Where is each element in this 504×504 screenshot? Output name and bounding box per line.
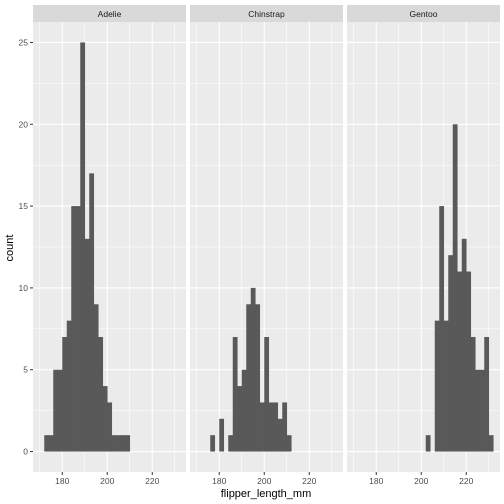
x-tick-label: 220 [459, 476, 473, 486]
histogram-bar [102, 386, 108, 452]
histogram-bar [466, 271, 472, 452]
x-axis: 180 200 220 180 200 220 180 200 220 [55, 472, 474, 486]
strip-label: Adelie [98, 9, 122, 19]
histogram-bar [461, 238, 467, 452]
histogram-bar [470, 337, 476, 452]
x-tick-label: 180 [55, 476, 69, 486]
strip-background [33, 5, 186, 22]
histogram-bar [210, 435, 216, 452]
facet-adelie: Adelie [33, 5, 186, 472]
histogram-bar [232, 337, 238, 452]
histogram-bar [93, 304, 99, 452]
x-tick-label: 200 [257, 476, 271, 486]
facet-chinstrap: Chinstrap [190, 5, 343, 472]
histogram-bar [48, 435, 54, 452]
histogram-bar [111, 435, 117, 452]
histogram-bar [80, 42, 86, 452]
histogram-bar [89, 173, 95, 452]
histogram-bar [228, 435, 234, 452]
histogram-bar [116, 435, 122, 452]
histogram-bar [273, 402, 279, 452]
histogram-bar [425, 435, 431, 452]
histogram-bar [277, 418, 283, 452]
strip-label: Chinstrap [248, 9, 285, 19]
y-tick-label: 25 [19, 37, 29, 47]
histogram-bar [286, 435, 292, 452]
x-axis-title: flipper_length_mm [221, 488, 312, 500]
histogram-bar [264, 337, 270, 452]
histogram-bar [255, 304, 261, 452]
histogram-bar [57, 369, 63, 452]
histogram-bar [75, 206, 81, 452]
histogram-bar [241, 369, 247, 452]
y-axis-title: count [4, 235, 16, 262]
histogram-bar [439, 206, 445, 452]
histogram-bar [268, 402, 274, 452]
histogram-bar [448, 255, 454, 452]
x-tick-label: 180 [369, 476, 383, 486]
x-tick-label: 220 [145, 476, 159, 486]
histogram-bar [246, 304, 252, 452]
y-tick-label: 15 [19, 201, 29, 211]
x-tick-label: 200 [414, 476, 428, 486]
y-tick-label: 5 [23, 365, 28, 375]
histogram-bar [484, 337, 490, 452]
x-tick-label: 220 [302, 476, 316, 486]
strip-label: Gentoo [410, 9, 438, 19]
facet-panels: Adelie Chinstrap Gentoo [33, 5, 500, 472]
histogram-bar [84, 238, 90, 452]
histogram-bar [475, 369, 481, 452]
histogram-bar [479, 369, 485, 452]
histogram-bar [237, 386, 243, 452]
histogram-bar [457, 271, 463, 452]
y-tick-label: 0 [23, 447, 28, 457]
y-axis: 0 5 10 15 20 25 [19, 37, 33, 457]
x-tick-label: 200 [100, 476, 114, 486]
strip-background [347, 5, 500, 22]
histogram-bar [219, 418, 225, 452]
histogram-bar [62, 337, 68, 452]
histogram-bar [107, 402, 113, 452]
y-tick-label: 20 [19, 119, 29, 129]
histogram-bar [53, 369, 59, 452]
histogram-bar [452, 124, 458, 452]
histogram-bar [259, 402, 265, 452]
histogram-bar [125, 435, 131, 452]
strip-background [190, 5, 343, 22]
histogram-bar [282, 402, 288, 452]
facet-gentoo: Gentoo [347, 5, 500, 472]
histogram-bar [434, 320, 440, 452]
y-tick-label: 10 [19, 283, 29, 293]
histogram-bar [120, 435, 126, 452]
x-tick-label: 180 [212, 476, 226, 486]
histogram-bar [66, 320, 72, 452]
histogram-bar [44, 435, 50, 452]
histogram-bar [98, 337, 104, 452]
histogram-bar [71, 206, 77, 452]
histogram-bar [443, 320, 449, 452]
histogram-bar [250, 287, 256, 452]
histogram-bar [488, 435, 494, 452]
